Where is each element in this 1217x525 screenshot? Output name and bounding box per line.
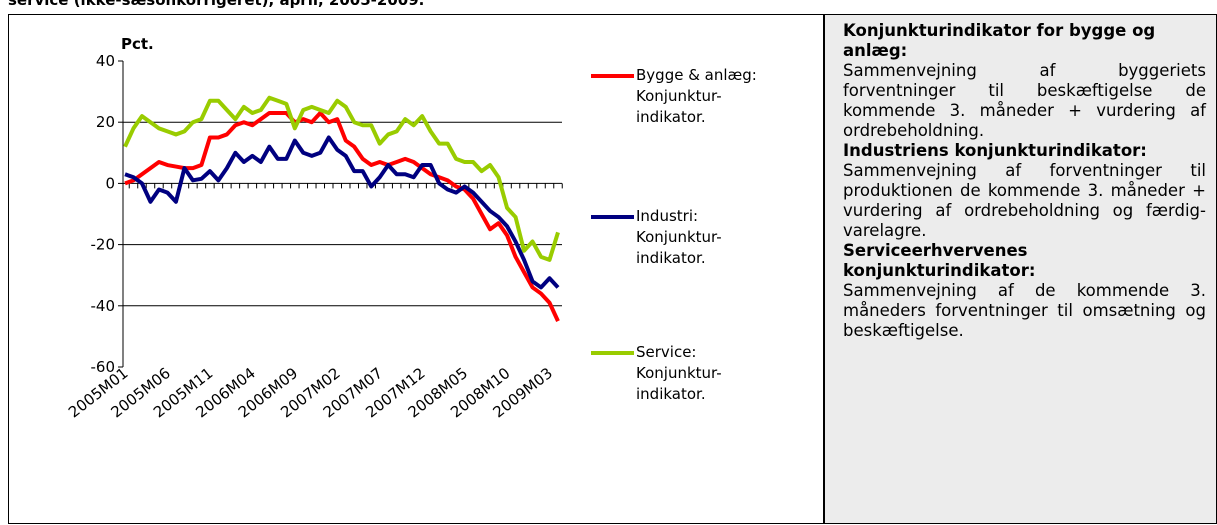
panel-text: Sammenvejning af de kommende 3. måneders… [843, 281, 1206, 340]
legend-label: Bygge & anlæg: Konjunktur-indikator. [636, 66, 757, 126]
series-line [123, 95, 560, 262]
panel-heading: Industriens konjunkturindikator: [843, 141, 1147, 160]
series-line [124, 111, 560, 322]
y-tick-label: 0 [105, 174, 115, 192]
panel-text: Sammenvejning af forventninger til produ… [843, 161, 1206, 240]
y-tick-label: -40 [91, 297, 116, 315]
y-tick-label: 20 [96, 113, 115, 131]
legend-label: Industri: Konjunktur-indikator. [636, 207, 722, 267]
side-panel: Konjunkturindikator for bygge og anlæg: S… [824, 14, 1217, 524]
y-tick-label: 40 [96, 52, 115, 70]
y-tick-label: -60 [91, 358, 116, 376]
legend-label: Service: Konjunktur-indikator. [636, 343, 722, 403]
panel-text: Sammenvejning af byggeriets forventninge… [843, 61, 1206, 140]
chart: Pct. -60-40-20020402005M012005M062005M11… [65, 35, 634, 421]
series-line [124, 135, 560, 290]
y-tick-label: -20 [91, 236, 116, 254]
panel-heading: Konjunkturindikator for bygge og anlæg: [843, 21, 1156, 60]
y-axis-label: Pct. [121, 35, 154, 53]
panel-heading: Serviceerhvervenes konjunkturindikator: [843, 241, 1036, 280]
chart-box: Pct. -60 -40 -20 0 20 40 2005M01 2005M06 2005M11… [8, 14, 824, 524]
chart-title: service (ikke-sæsonkorrigeret), april, 2… [8, 0, 425, 9]
